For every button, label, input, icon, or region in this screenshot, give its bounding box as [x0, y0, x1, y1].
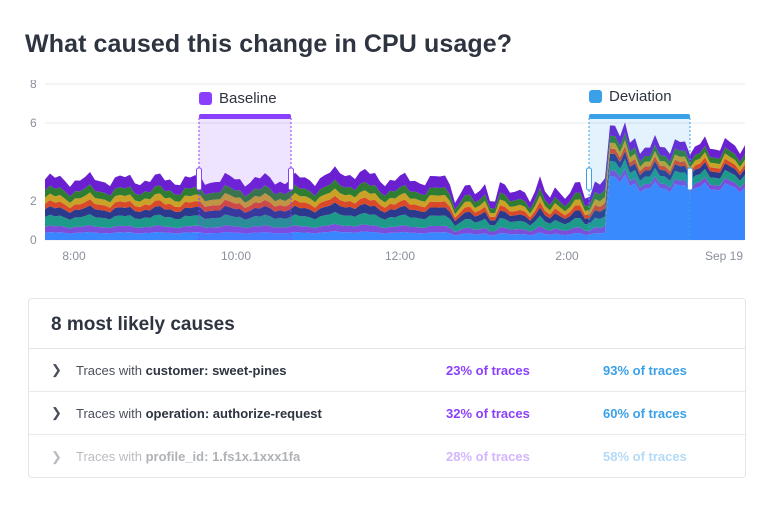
y-tick-label: 0 [30, 233, 37, 247]
area-series-layer [45, 122, 745, 210]
area-series-layer [45, 159, 745, 232]
y-tick-label: 8 [30, 80, 37, 91]
deviation-label-text: Deviation [609, 88, 672, 105]
cause-row[interactable]: ❯ Traces with operation: authorize-reque… [29, 392, 745, 435]
cause-text: Traces with customer: sweet-pines [76, 362, 287, 378]
deviation-percentage: 60% of traces [603, 405, 687, 421]
y-tick-label: 6 [30, 116, 37, 130]
y-tick-label: 2 [30, 194, 37, 208]
baseline-window[interactable] [199, 118, 291, 240]
baseline-window-bar[interactable] [199, 114, 291, 119]
area-series-layer [45, 146, 745, 222]
cause-text: Traces with profile_id: 1.fs1x.1xxx1fa [76, 449, 301, 464]
baseline-label-text: Baseline [219, 90, 277, 107]
chevron-right-icon[interactable]: ❯ [51, 405, 62, 420]
causes-header: 8 most likely causes [29, 299, 745, 349]
deviation-percentage: 58% of traces [603, 449, 687, 464]
baseline-marker-label[interactable]: Baseline [199, 90, 277, 107]
x-tick-label: 2:00 [555, 249, 579, 263]
cpu-usage-chart: 0 2 6 8 8:00 10:00 12:00 2:00 Sep 19 [30, 80, 745, 263]
deviation-window[interactable] [589, 118, 690, 240]
cause-text: Traces with operation: authorize-request [76, 405, 322, 421]
deviation-percentage: 93% of traces [603, 362, 687, 378]
deviation-window-bar[interactable] [589, 114, 690, 119]
x-tick-label: 10:00 [221, 249, 251, 263]
cause-row[interactable]: ❯ Traces with customer: sweet-pines 23% … [29, 349, 745, 392]
area-series-layer [45, 168, 745, 236]
area-series-layer [45, 151, 745, 226]
baseline-window-handle[interactable] [288, 167, 294, 191]
deviation-marker-label[interactable]: Deviation [589, 88, 672, 105]
baseline-percentage: 32% of traces [446, 405, 530, 421]
deviation-window-handle[interactable] [586, 167, 592, 191]
chevron-right-icon[interactable]: ❯ [51, 448, 62, 464]
cause-row[interactable]: ❯ Traces with profile_id: 1.fs1x.1xxx1fa… [29, 435, 745, 478]
x-tick-label: Sep 19 [705, 249, 743, 263]
x-tick-label: 8:00 [62, 249, 86, 263]
x-tick-label: 12:00 [385, 249, 415, 263]
baseline-percentage: 28% of traces [446, 449, 530, 464]
area-series-layer [45, 140, 745, 218]
baseline-percentage: 23% of traces [446, 362, 530, 378]
area-series-layer [45, 132, 745, 215]
chevron-right-icon[interactable]: ❯ [51, 362, 62, 377]
baseline-swatch-icon [199, 92, 212, 105]
baseline-window-handle[interactable] [196, 167, 202, 191]
likely-causes-panel: 8 most likely causes ❯ Traces with custo… [28, 298, 746, 478]
deviation-swatch-icon [589, 90, 602, 103]
deviation-window-handle[interactable] [687, 167, 693, 191]
area-series-layer [45, 174, 745, 240]
page-title: What caused this change in CPU usage? [25, 30, 513, 58]
